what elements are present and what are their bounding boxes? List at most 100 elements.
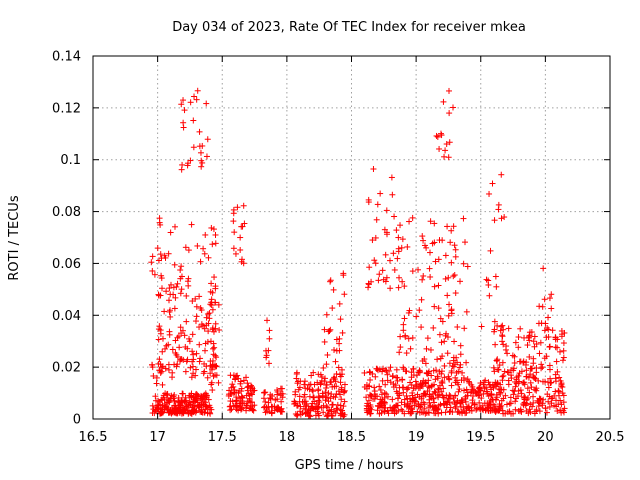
data-point bbox=[180, 97, 187, 104]
data-point bbox=[426, 265, 433, 272]
data-point bbox=[477, 404, 484, 411]
data-point bbox=[533, 364, 540, 371]
data-point bbox=[361, 369, 368, 376]
data-point bbox=[338, 366, 345, 373]
data-point bbox=[560, 399, 567, 406]
data-point bbox=[418, 381, 425, 388]
data-point bbox=[200, 245, 207, 252]
data-point bbox=[425, 377, 432, 384]
data-point bbox=[448, 382, 455, 389]
data-point bbox=[544, 391, 551, 398]
data-point bbox=[438, 132, 445, 139]
data-point bbox=[530, 399, 537, 406]
data-point bbox=[264, 317, 271, 324]
data-point bbox=[369, 370, 376, 377]
data-point bbox=[444, 223, 451, 230]
data-point bbox=[296, 384, 303, 391]
data-point bbox=[209, 361, 216, 368]
data-point bbox=[226, 387, 233, 394]
data-point bbox=[511, 359, 518, 366]
data-point bbox=[263, 352, 270, 359]
data-point bbox=[266, 335, 273, 342]
data-point bbox=[485, 281, 492, 288]
data-point bbox=[464, 263, 471, 270]
data-point bbox=[230, 210, 237, 217]
data-point bbox=[163, 404, 170, 411]
data-point bbox=[526, 333, 533, 340]
data-point bbox=[394, 255, 401, 262]
data-point bbox=[451, 242, 458, 249]
data-point bbox=[489, 396, 496, 403]
data-point bbox=[187, 157, 194, 164]
data-point bbox=[180, 119, 187, 126]
data-point bbox=[433, 132, 440, 139]
data-point bbox=[466, 407, 473, 414]
data-point bbox=[461, 325, 468, 332]
data-point bbox=[502, 410, 509, 417]
data-point bbox=[153, 380, 160, 387]
data-point bbox=[513, 376, 520, 383]
data-point bbox=[434, 133, 441, 140]
data-point bbox=[515, 334, 522, 341]
data-point bbox=[426, 391, 433, 398]
data-point bbox=[454, 359, 461, 366]
data-point bbox=[159, 381, 166, 388]
data-point bbox=[212, 240, 219, 247]
data-point bbox=[177, 267, 184, 274]
data-point bbox=[328, 391, 335, 398]
data-point bbox=[437, 315, 444, 322]
data-point bbox=[386, 257, 393, 264]
y-tick-label: 0.08 bbox=[52, 205, 81, 220]
data-point bbox=[546, 343, 553, 350]
x-tick-label: 17.5 bbox=[208, 430, 237, 445]
data-point bbox=[315, 371, 322, 378]
data-point bbox=[329, 412, 336, 419]
data-point bbox=[423, 369, 430, 376]
data-point bbox=[466, 380, 473, 387]
data-point bbox=[539, 364, 546, 371]
data-point bbox=[510, 391, 517, 398]
data-point bbox=[336, 335, 343, 342]
data-point bbox=[371, 384, 378, 391]
data-point bbox=[327, 278, 334, 285]
data-point bbox=[524, 395, 531, 402]
data-point bbox=[368, 278, 375, 285]
data-point bbox=[194, 242, 201, 249]
data-point bbox=[227, 403, 234, 410]
data-point bbox=[453, 377, 460, 384]
data-point bbox=[189, 298, 196, 305]
data-point bbox=[456, 386, 463, 393]
data-point bbox=[450, 273, 457, 280]
data-point bbox=[188, 221, 195, 228]
data-point bbox=[452, 253, 459, 260]
data-point bbox=[199, 409, 206, 416]
data-point bbox=[431, 410, 438, 417]
data-point bbox=[322, 375, 329, 382]
data-point bbox=[307, 381, 314, 388]
data-point bbox=[236, 403, 243, 410]
data-point bbox=[490, 384, 497, 391]
data-point bbox=[262, 347, 269, 354]
data-point bbox=[262, 389, 269, 396]
data-point bbox=[212, 363, 219, 370]
data-point bbox=[188, 374, 195, 381]
data-point bbox=[323, 413, 330, 420]
data-point bbox=[441, 338, 448, 345]
data-point bbox=[499, 333, 506, 340]
data-point bbox=[329, 401, 336, 408]
data-point bbox=[265, 360, 272, 367]
data-point bbox=[189, 348, 196, 355]
data-point bbox=[528, 365, 535, 372]
data-point bbox=[149, 402, 156, 409]
data-point bbox=[158, 275, 165, 282]
data-point bbox=[401, 315, 408, 322]
data-point bbox=[315, 403, 322, 410]
data-point bbox=[187, 99, 194, 106]
data-point bbox=[163, 288, 170, 295]
data-point bbox=[391, 410, 398, 417]
data-point bbox=[484, 400, 491, 407]
data-point bbox=[208, 406, 215, 413]
data-point bbox=[274, 396, 281, 403]
data-point bbox=[447, 239, 454, 246]
data-point bbox=[204, 136, 211, 143]
